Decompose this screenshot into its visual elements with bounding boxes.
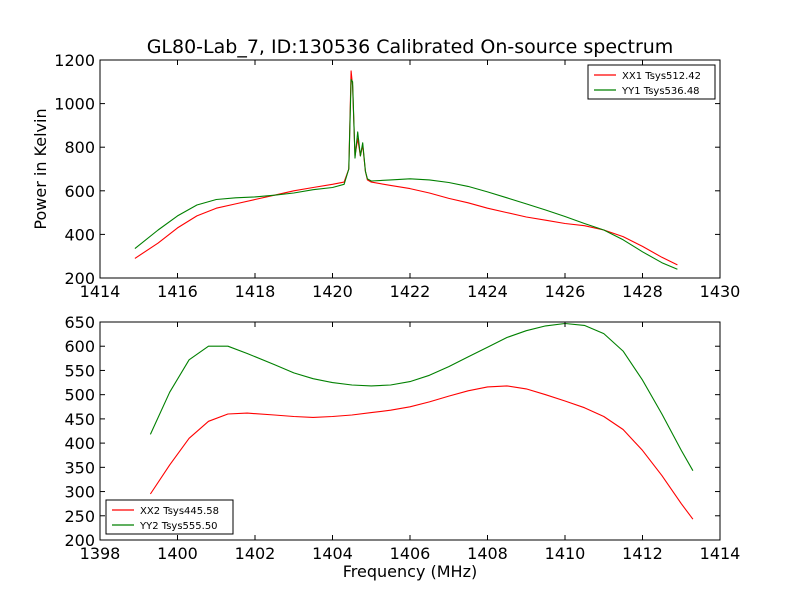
- top-subplot: Power in Kelvin 1414 1416 1418 1420 1422 1424…: [31, 51, 740, 301]
- bottom-legend-label-2: YY2 Tsys555.50: [139, 521, 218, 532]
- bottom-xlabel: Frequency (MHz): [343, 562, 477, 581]
- bottom-y-tick-label: 600: [64, 337, 95, 356]
- bottom-x-tick-label: 1414: [700, 544, 741, 563]
- top-x-tick-label: 1430: [700, 282, 741, 301]
- top-legend: XX1 Tsys512.42 YY1 Tsys536.48: [587, 64, 716, 100]
- bottom-y-tick-label: 250: [64, 507, 95, 526]
- top-legend-box: [587, 64, 716, 100]
- bottom-x-tick-label: 1404: [312, 544, 353, 563]
- bottom-x-tick-label: 1412: [622, 544, 663, 563]
- bottom-x-tick-label: 1410: [545, 544, 586, 563]
- bottom-y-tick-label: 550: [64, 361, 95, 380]
- bottom-legend-label-1: XX2 Tsys445.58: [140, 506, 219, 517]
- top-x-tick-label: 1416: [157, 282, 198, 301]
- top-legend-label-2: YY1 Tsys536.48: [621, 86, 700, 97]
- bottom-legend-box: [105, 499, 234, 535]
- bottom-y-tick-label: 300: [64, 483, 95, 502]
- bottom-x-tick-label: 1398: [80, 544, 121, 563]
- bottom-x-tick-label: 1408: [467, 544, 508, 563]
- bottom-y-tick-label: 450: [64, 410, 95, 429]
- top-y-tick-label: 600: [64, 182, 95, 201]
- top-series-line-2: [134, 79, 678, 270]
- bottom-subplot: Frequency (MHz) 1398 1400 1402 1404 1406 1408…: [64, 313, 740, 581]
- top-x-tick-label: 1428: [622, 282, 663, 301]
- bottom-series-line-2: [149, 322, 694, 471]
- bottom-y-tick-label: 650: [64, 313, 95, 332]
- top-x-tick-label: 1414: [80, 282, 121, 301]
- bottom-y-tick-label: 350: [64, 458, 95, 477]
- figure-title: GL80-Lab_7, ID:130536 Calibrated On-sour…: [147, 36, 674, 58]
- bottom-legend: XX2 Tsys445.58 YY2 Tsys555.50: [105, 499, 234, 535]
- bottom-series-line-1: [149, 385, 694, 520]
- bottom-x-tick-label: 1406: [390, 544, 431, 563]
- bottom-y-tick-label: 200: [64, 531, 95, 550]
- top-y-tick-label: 1200: [54, 51, 95, 70]
- top-x-tick-label: 1426: [545, 282, 586, 301]
- top-legend-label-1: XX1 Tsys512.42: [622, 71, 701, 82]
- top-y-tick-label: 1000: [54, 95, 95, 114]
- top-y-tick-label: 800: [64, 138, 95, 157]
- bottom-x-tick-label: 1400: [157, 544, 198, 563]
- bottom-y-tick-label: 500: [64, 386, 95, 405]
- top-ylabel: Power in Kelvin: [31, 108, 50, 229]
- top-x-tick-label: 1418: [235, 282, 276, 301]
- top-y-tick-label: 200: [64, 269, 95, 288]
- top-x-tick-label: 1422: [390, 282, 431, 301]
- top-y-tick-label: 400: [64, 225, 95, 244]
- bottom-y-tick-label: 400: [64, 434, 95, 453]
- top-x-tick-label: 1420: [312, 282, 353, 301]
- top-x-tick-label: 1424: [467, 282, 508, 301]
- bottom-x-tick-label: 1402: [235, 544, 276, 563]
